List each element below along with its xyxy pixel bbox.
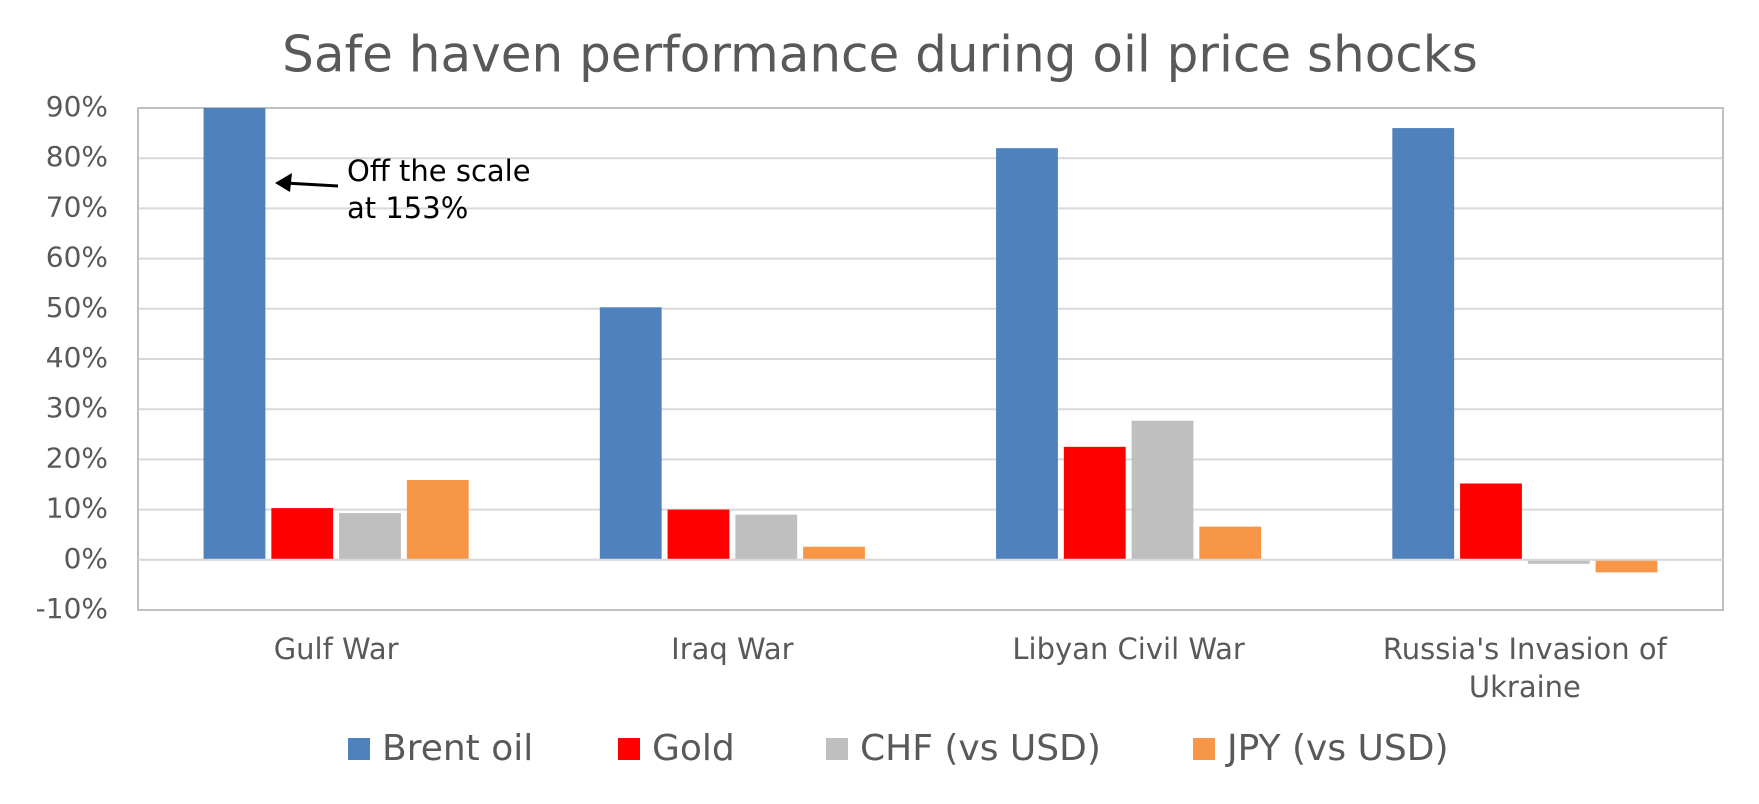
legend-swatch xyxy=(826,738,848,760)
x-tick-label: Russia's Invasion of Ukraine xyxy=(1382,632,1667,704)
bar xyxy=(339,513,401,560)
y-tick-label: 50% xyxy=(46,291,108,324)
legend-label: Gold xyxy=(652,728,735,769)
bar xyxy=(406,479,469,560)
bars xyxy=(203,108,1658,573)
annotation: at 153% xyxy=(347,191,468,225)
legend-swatch xyxy=(618,738,640,760)
bar xyxy=(1392,128,1455,560)
bar xyxy=(1595,559,1658,573)
y-tick-label: 0% xyxy=(64,542,108,575)
y-tick-label: 60% xyxy=(46,241,108,274)
x-tick-label: Gulf War xyxy=(273,632,399,666)
annotation-arrowhead xyxy=(275,173,292,192)
annotation-arrow xyxy=(284,181,339,188)
y-tick-label: 10% xyxy=(46,492,108,525)
bar xyxy=(1199,526,1262,560)
bar xyxy=(996,148,1058,560)
legend-label: Brent oil xyxy=(382,728,533,769)
legend-swatch xyxy=(348,738,370,760)
x-tick-label: Libyan Civil War xyxy=(1012,632,1245,666)
chart-title: Safe haven performance during oil price … xyxy=(282,26,1478,84)
bar xyxy=(667,509,730,560)
bar xyxy=(735,514,798,560)
bar xyxy=(1527,559,1590,564)
y-tick-label: 80% xyxy=(46,140,108,173)
x-tick-label: Iraq War xyxy=(671,632,794,666)
y-tick-label: -10% xyxy=(36,592,108,625)
bar xyxy=(1063,446,1126,560)
bar xyxy=(803,546,865,560)
legend-swatch xyxy=(1193,738,1215,760)
y-tick-label: 20% xyxy=(46,441,108,474)
legend-label: CHF (vs USD) xyxy=(860,728,1101,769)
plot-border xyxy=(137,107,1724,611)
y-tick-label: 70% xyxy=(46,190,108,223)
y-tick-label: 90% xyxy=(46,90,108,123)
annotation: Off the scale xyxy=(347,154,531,188)
y-tick-label: 30% xyxy=(46,391,108,424)
bar xyxy=(1131,420,1194,560)
bar xyxy=(203,108,266,560)
bar xyxy=(599,307,662,560)
y-tick-label: 40% xyxy=(46,341,108,374)
legend-label: JPY (vs USD) xyxy=(1225,728,1448,769)
bar xyxy=(1460,483,1522,560)
bar xyxy=(271,508,334,560)
